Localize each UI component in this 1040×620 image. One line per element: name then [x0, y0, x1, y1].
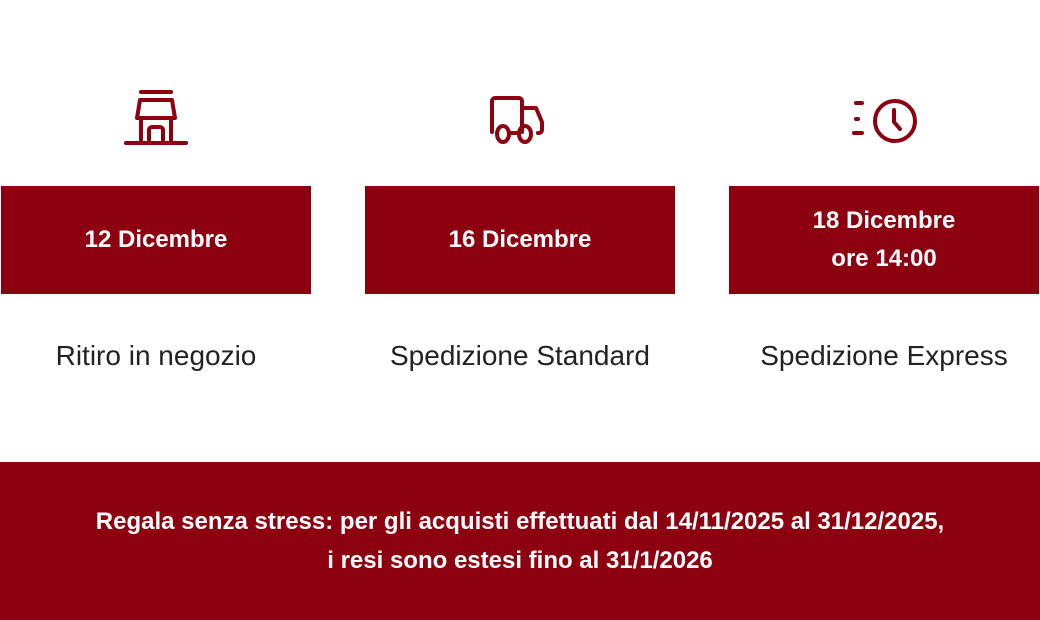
standard-date: 16 Dicembre	[448, 226, 592, 253]
pickup-label: Ritiro in negozio	[55, 340, 257, 371]
banner-line-1: Regala senza stress: per gli acquisti ef…	[95, 508, 945, 535]
fast-clock-icon	[844, 86, 924, 150]
banner-line-2: i resi sono estesi fino al 31/1/2026	[327, 547, 713, 574]
express-date-box: 18 Dicembre ore 14:00	[729, 186, 1039, 294]
pickup-date: 12 Dicembre	[84, 226, 228, 253]
store-icon	[116, 86, 196, 150]
truck-icon	[480, 86, 560, 150]
returns-banner: Regala senza stress: per gli acquisti ef…	[0, 462, 1040, 620]
pickup-date-box: 12 Dicembre	[1, 186, 311, 294]
express-date: 18 Dicembre	[812, 207, 956, 234]
standard-label: Spedizione Standard	[390, 340, 650, 371]
standard-date-box: 16 Dicembre	[365, 186, 675, 294]
express-time: ore 14:00	[831, 245, 937, 272]
express-label: Spedizione Express	[760, 340, 1008, 371]
